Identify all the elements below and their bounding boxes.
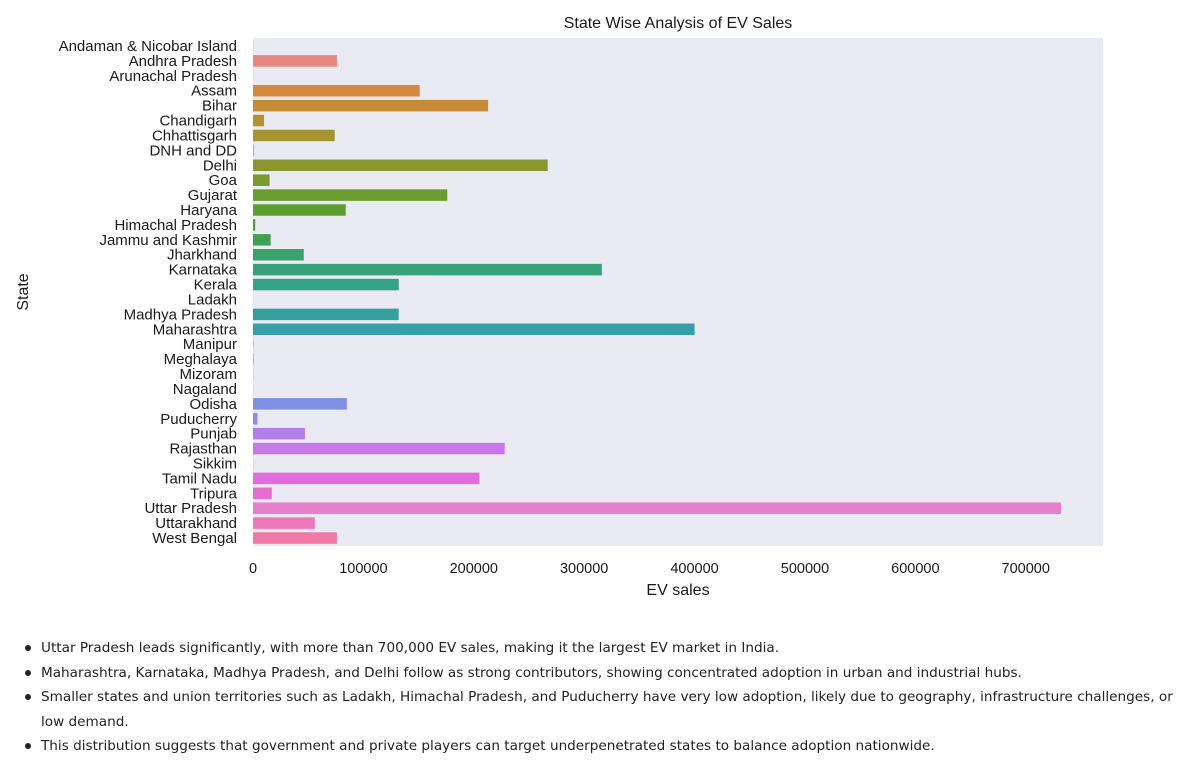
- y-tick-label: Mizoram: [179, 366, 237, 383]
- bar-gujarat: [253, 189, 448, 201]
- y-tick-label: Delhi: [203, 157, 237, 174]
- bar-odisha: [253, 398, 347, 410]
- x-tick-label: 0: [249, 561, 257, 577]
- insight-item: Uttar Pradesh leads significantly, with …: [22, 636, 1187, 661]
- bar-haryana: [253, 204, 346, 216]
- y-tick-label: Punjab: [190, 426, 237, 443]
- bar-uttarakhand: [253, 517, 315, 529]
- y-tick-label: Tamil Nadu: [162, 470, 237, 487]
- y-tick-label: Bihar: [202, 98, 237, 115]
- y-tick-label: Nagaland: [173, 381, 237, 398]
- bar-chandigarh: [253, 114, 265, 127]
- y-tick-label: Sikkim: [193, 455, 237, 472]
- y-tick-label: Jammu and Kashmir: [99, 232, 237, 249]
- y-tick-label: Uttar Pradesh: [144, 500, 237, 517]
- bar-rajasthan: [253, 442, 505, 455]
- insight-item: This distribution suggests that governme…: [22, 734, 1187, 759]
- y-tick-label: Ladakh: [188, 291, 237, 308]
- bar-maharashtra: [253, 323, 695, 336]
- x-tick-label: 600000: [891, 561, 939, 577]
- insight-item: Smaller states and union territories suc…: [22, 685, 1187, 734]
- insights-list: Uttar Pradesh leads significantly, with …: [22, 636, 1187, 759]
- y-tick-label: Gujarat: [188, 187, 238, 204]
- bar-bihar: [253, 99, 489, 112]
- y-tick-label: Andaman & Nicobar Island: [59, 38, 237, 55]
- bar-west-bengal: [253, 532, 337, 544]
- y-tick-label: Goa: [209, 172, 238, 189]
- bar-himachal-pradesh: [253, 219, 256, 231]
- y-tick-label: West Bengal: [152, 530, 237, 547]
- y-tick-label: Puducherry: [160, 411, 237, 428]
- y-tick-label: Tripura: [190, 485, 238, 502]
- x-tick-label: 400000: [670, 561, 718, 577]
- x-tick-labels: 0 100000 200000 300000 400000 500000 600000 700…: [249, 561, 1050, 577]
- bar-kerala: [253, 278, 399, 291]
- y-tick-label: Meghalaya: [164, 351, 238, 368]
- bar-jammu-and-kashmir: [253, 234, 271, 246]
- x-tick-label: 500000: [781, 561, 829, 577]
- x-tick-label: 700000: [1002, 561, 1050, 577]
- y-tick-label: Manipur: [183, 336, 237, 353]
- ev-sales-bar-chart: State Wise Analysis of EV Sales EV sales…: [15, 15, 1103, 599]
- bar-punjab: [253, 427, 305, 440]
- y-tick-label: Andhra Pradesh: [129, 53, 237, 70]
- bar-delhi: [253, 159, 548, 172]
- y-tick-label: Rajasthan: [169, 441, 237, 458]
- bars-group: [253, 40, 1062, 544]
- y-tick-label: Maharashtra: [153, 321, 238, 338]
- bar-uttar-pradesh: [253, 502, 1062, 514]
- bar-tripura: [253, 487, 272, 500]
- bar-dnh-and-dd: [253, 144, 254, 157]
- x-tick-label: 200000: [450, 561, 498, 577]
- y-tick-label: Madhya Pradesh: [124, 306, 237, 323]
- bar-assam: [253, 84, 420, 97]
- bar-karnataka: [253, 263, 602, 276]
- y-tick-label: DNH and DD: [149, 142, 237, 159]
- bar-chhattisgarh: [253, 129, 335, 142]
- y-tick-label: Himachal Pradesh: [114, 217, 237, 234]
- bar-puducherry: [253, 413, 258, 425]
- bar-andhra-pradesh: [253, 55, 337, 67]
- insight-item: Maharashtra, Karnataka, Madhya Pradesh, …: [22, 661, 1187, 686]
- x-axis-label: EV sales: [646, 582, 709, 599]
- y-tick-label: Uttarakhand: [155, 515, 237, 532]
- y-tick-label: Chandigarh: [159, 113, 237, 130]
- x-tick-label: 300000: [560, 561, 608, 577]
- y-tick-label: Karnataka: [169, 262, 238, 279]
- bar-jharkhand: [253, 248, 304, 261]
- chart-title: State Wise Analysis of EV Sales: [564, 15, 793, 32]
- y-tick-label: Jharkhand: [167, 247, 237, 264]
- y-tick-label: Arunachal Pradesh: [109, 68, 237, 85]
- x-tick-label: 100000: [339, 561, 387, 577]
- bar-tamil-nadu: [253, 472, 480, 485]
- y-tick-label: Assam: [191, 83, 237, 100]
- y-tick-label: Haryana: [180, 202, 237, 219]
- y-tick-label: Chhattisgarh: [152, 127, 237, 144]
- bar-goa: [253, 174, 270, 186]
- y-tick-label: Odisha: [189, 396, 237, 413]
- plot-area: [253, 38, 1103, 546]
- y-tick-label: Kerala: [194, 277, 238, 294]
- y-axis-label: State: [15, 273, 32, 310]
- bar-madhya-pradesh: [253, 308, 399, 321]
